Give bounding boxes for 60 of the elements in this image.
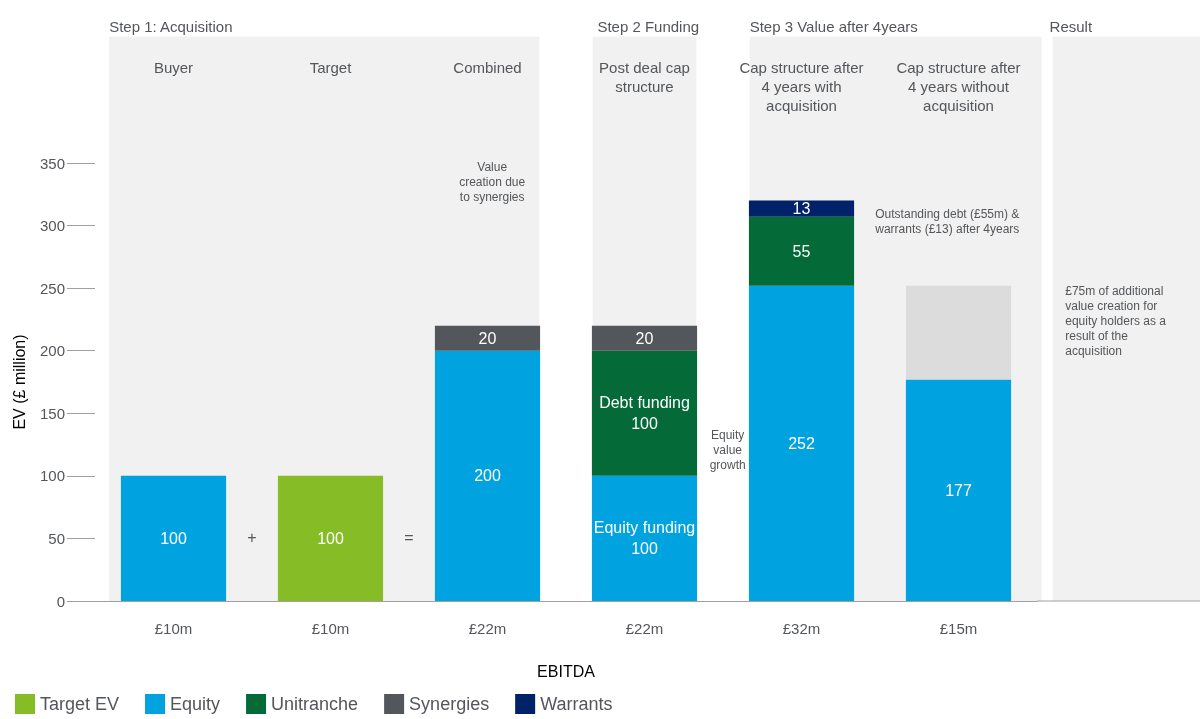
legend-label: Warrants <box>540 694 613 714</box>
text: Step 2 Funding <box>597 17 700 35</box>
x-tick-label: £15m <box>939 620 978 637</box>
bar <box>120 475 227 601</box>
data-label: 177 <box>945 481 972 499</box>
text: Combined <box>452 59 523 78</box>
x-tick-label: £22m <box>625 620 664 637</box>
text: Step 1: Acquisition <box>109 17 234 37</box>
data-label: 20 <box>478 329 497 347</box>
bar <box>277 475 384 601</box>
data-label: Equity funding 100 <box>593 519 696 558</box>
bar <box>748 285 855 601</box>
data-label: 100 <box>160 529 187 547</box>
bar <box>748 200 855 217</box>
text: Cap structure after 4 years with acquisition <box>738 59 865 116</box>
text: Cap structure after 4 years without acquisition <box>895 59 1022 116</box>
y-axis-title: EV (£ million) <box>10 334 28 430</box>
data-label: 55 <box>792 242 811 260</box>
annotation: = <box>403 528 415 549</box>
y-tick-label: 350 <box>39 154 65 172</box>
y-tick-label: 200 <box>39 342 65 360</box>
legend-label: Unitranche <box>271 694 359 714</box>
x-axis-title: EBITDA <box>537 662 596 680</box>
y-tick-label: 300 <box>39 217 65 235</box>
text: Buyer <box>152 59 195 78</box>
text: Post deal cap structure <box>598 59 691 97</box>
data-label: 100 <box>317 529 344 547</box>
legend-label: Synergies <box>409 694 490 714</box>
x-tick-label: £32m <box>782 620 821 637</box>
data-label: Debt funding 100 <box>599 394 690 433</box>
text: Step 3 Value after 4years <box>749 17 919 37</box>
annotation: Equity value growth <box>708 428 747 474</box>
data-label: 252 <box>788 434 815 452</box>
bar <box>591 325 698 351</box>
data-label: 13 <box>792 200 811 218</box>
bar <box>434 350 541 601</box>
bar <box>591 475 698 601</box>
annotation: Value creation due to synergies <box>458 160 527 206</box>
bar <box>591 350 698 476</box>
data-label: 200 <box>474 467 501 485</box>
annotation: + <box>246 528 258 549</box>
x-tick-label: £10m <box>154 620 193 637</box>
y-tick-label: 100 <box>39 467 65 485</box>
bar <box>905 379 1012 601</box>
legend-label: Target EV <box>40 694 120 714</box>
text: Result <box>1049 17 1094 37</box>
y-tick-label: 150 <box>39 404 65 422</box>
annotation: Outstanding debt (£55m) & warrants (£13) after 4years <box>875 206 1021 237</box>
y-tick-label: 50 <box>48 529 65 547</box>
legend-label: Equity <box>170 694 221 714</box>
y-tick-label: 0 <box>56 592 65 610</box>
x-tick-label: £10m <box>311 620 350 637</box>
bar <box>434 325 541 351</box>
text: £75m of additional value creation for equity holders as a result of the acquisition <box>1065 284 1167 360</box>
y-tick-label: 250 <box>39 279 65 297</box>
bar <box>905 285 1012 380</box>
bar <box>748 216 855 286</box>
data-label: 20 <box>635 329 654 347</box>
x-tick-label: £22m <box>468 620 507 637</box>
text: Target <box>308 59 353 78</box>
